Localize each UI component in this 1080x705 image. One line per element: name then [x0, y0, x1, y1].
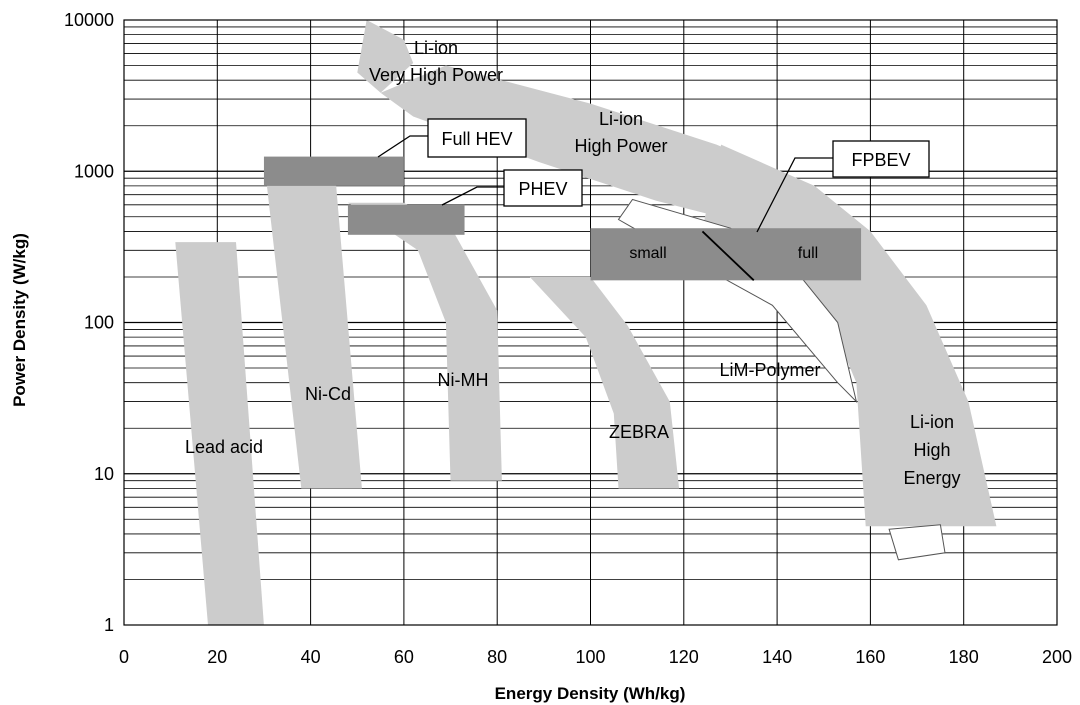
x-tick-label: 140 [762, 647, 792, 667]
region-zebra [529, 277, 680, 489]
x-tick-label: 20 [207, 647, 227, 667]
y-axis-title: Power Density (W/kg) [10, 233, 29, 407]
fpbev-small-label: small [629, 245, 666, 262]
region-li-ion-very-high-power [357, 20, 414, 93]
region-li-ion-high-power [380, 65, 871, 247]
x-tick-label: 0 [119, 647, 129, 667]
full-hev-callout: Full HEV [427, 118, 527, 158]
fpbev-callout: FPBEV [832, 140, 930, 178]
full-hev-leader-line [377, 135, 428, 158]
region-ni-cd [263, 159, 362, 489]
fpbev-callout-label: FPBEV [851, 150, 910, 170]
y-tick-label: 1 [104, 615, 114, 635]
fpbev-full-label: full [798, 245, 818, 262]
label-li-ion-hp-line2: High Power [574, 136, 667, 156]
full-hev-callout-label: Full HEV [441, 129, 512, 149]
full-hev-callout-box [427, 118, 527, 158]
plot-frame [123, 19, 1058, 626]
label-li-ion-he-line2: High [913, 440, 950, 460]
label-li-ion-hp-line1: Li-ion [599, 109, 643, 129]
fpbev-callout-box [832, 140, 930, 178]
y-tick-label: 100 [84, 313, 114, 333]
label-li-ion-he-line1: Li-ion [910, 412, 954, 432]
phev-callout-box [503, 169, 583, 207]
region-lead-acid [175, 242, 264, 625]
target-box-phev [347, 204, 465, 235]
x-tick-label: 120 [669, 647, 699, 667]
x-tick-label: 100 [575, 647, 605, 667]
region-ni-mh [347, 202, 502, 481]
y-tick-label: 1000 [74, 161, 114, 181]
label-zebra: ZEBRA [609, 422, 669, 442]
x-tick-label: 40 [301, 647, 321, 667]
target-box-full-hev [263, 156, 404, 186]
label-ni-cd: Ni-Cd [305, 384, 351, 404]
x-tick-labels: 0 20 40 60 80 100 120 140 160 180 200 [119, 647, 1072, 667]
y-tick-label: 10 [94, 464, 114, 484]
label-ni-mh: Ni-MH [438, 370, 489, 390]
region-li-ion-high-energy-tail-outline [888, 524, 946, 561]
phev-callout-label: PHEV [518, 179, 567, 199]
x-tick-label: 180 [949, 647, 979, 667]
y-tick-labels: 1 10 100 1000 10000 [64, 10, 114, 635]
phev-callout: PHEV [503, 169, 583, 207]
y-tick-label: 10000 [64, 10, 114, 30]
x-tick-label: 60 [394, 647, 414, 667]
fpbev-leader-line [756, 157, 833, 233]
target-boxes [263, 156, 862, 281]
label-lim-polymer: LiM-Polymer [719, 360, 820, 380]
x-tick-label: 80 [487, 647, 507, 667]
label-lead-acid: Lead acid [185, 437, 263, 457]
label-li-ion-vhp-line2: Very High Power [369, 65, 503, 85]
target-box-divider [701, 230, 755, 281]
x-tick-label: 160 [855, 647, 885, 667]
x-axis-title: Energy Density (Wh/kg) [495, 684, 686, 703]
phev-leader-line [441, 186, 504, 206]
label-li-ion-he-line3: Energy [903, 468, 960, 488]
x-tick-label: 200 [1042, 647, 1072, 667]
label-li-ion-vhp-line1: Li-ion [414, 38, 458, 58]
